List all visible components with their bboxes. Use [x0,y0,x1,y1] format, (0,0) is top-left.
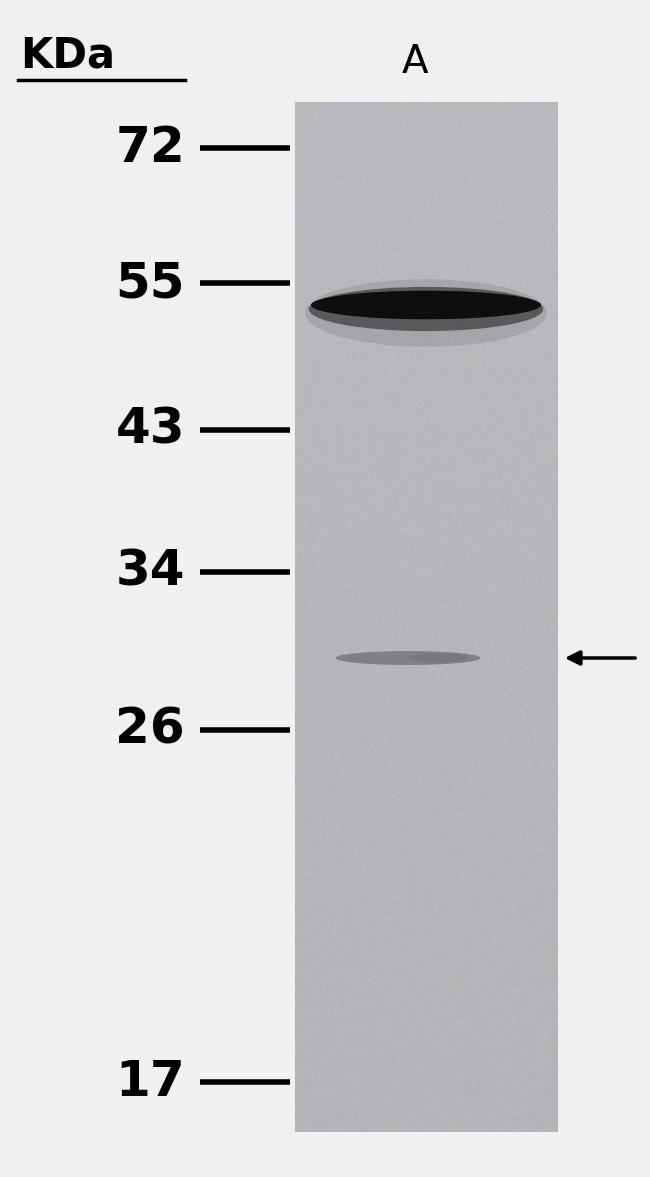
Ellipse shape [311,291,541,319]
Text: KDa: KDa [20,34,115,77]
Text: 26: 26 [116,706,185,754]
Text: 55: 55 [116,259,185,307]
Text: A: A [402,44,428,81]
Ellipse shape [306,279,547,347]
Text: 34: 34 [116,548,185,596]
Ellipse shape [309,287,543,331]
Ellipse shape [335,651,480,665]
Text: 72: 72 [115,124,185,172]
Ellipse shape [409,653,467,663]
Text: 43: 43 [116,406,185,454]
Text: 17: 17 [115,1058,185,1106]
